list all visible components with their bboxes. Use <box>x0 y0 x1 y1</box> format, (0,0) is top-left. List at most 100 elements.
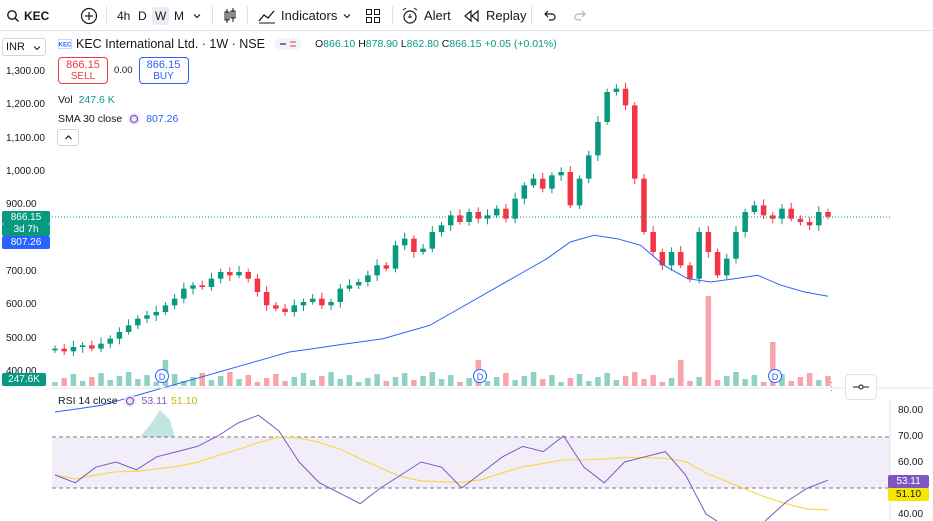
candle-body <box>125 325 132 332</box>
volume-bar <box>98 373 104 386</box>
svg-text:D: D <box>772 372 779 382</box>
volume-bar <box>144 375 150 386</box>
currency-selector[interactable]: INR <box>2 38 46 56</box>
interval-w[interactable]: W <box>152 0 170 31</box>
interval-d[interactable]: D <box>138 0 147 31</box>
buy-button[interactable]: 866.15 BUY <box>138 57 189 84</box>
svg-text:D: D <box>159 372 166 382</box>
interval-m[interactable]: M <box>174 0 184 31</box>
rsi-label: RSI 14 close <box>58 395 118 407</box>
undo-button[interactable] <box>543 0 557 31</box>
volume-bar <box>236 379 242 386</box>
candle-body <box>816 212 822 226</box>
volume-bar <box>199 373 205 386</box>
price-chart[interactable]: D D D <box>0 31 933 521</box>
interval-4h[interactable]: 4h <box>117 0 130 31</box>
volume-bar <box>383 381 390 386</box>
collapse-legend-button[interactable] <box>57 129 79 146</box>
volume-bar <box>779 374 785 386</box>
price-tick: 600.00 <box>6 299 37 310</box>
symbol-title[interactable]: KEC International Ltd. · 1W · NSE <box>76 37 265 51</box>
layouts-button[interactable] <box>365 0 381 31</box>
candle-body <box>825 212 831 217</box>
candle-body <box>70 347 77 352</box>
volume-bar <box>429 372 436 386</box>
price-axis[interactable]: INR 1,300.00 1,200.00 1,100.00 1,000.00 … <box>0 31 52 521</box>
candle-body <box>374 265 380 276</box>
volume-bar <box>724 376 730 386</box>
redo-button[interactable] <box>573 0 587 31</box>
volume-bar <box>61 378 67 386</box>
sell-price: 866.15 <box>66 59 100 71</box>
candle-body <box>714 252 721 276</box>
candle-body <box>779 208 785 219</box>
candle-body <box>273 305 279 309</box>
close-label: C <box>441 38 450 50</box>
chevron-down-icon <box>343 13 351 18</box>
sma-line <box>54 234 829 413</box>
dividend-marker[interactable]: D <box>768 369 782 383</box>
alert-button[interactable]: Alert <box>401 0 451 31</box>
open-label: O <box>314 38 324 50</box>
market-status-icon[interactable] <box>274 38 301 50</box>
volume-bar <box>263 378 270 386</box>
volume-bar <box>438 379 445 386</box>
dividend-marker[interactable]: D <box>473 369 487 383</box>
candle-body <box>328 302 334 306</box>
candle-body <box>217 272 224 279</box>
candle-body <box>190 285 196 289</box>
volume-bar <box>530 372 537 386</box>
dividend-marker[interactable]: D <box>155 369 169 383</box>
candle-body <box>98 343 104 349</box>
pane-menu-dots[interactable]: · · · <box>830 377 833 395</box>
interval-dropdown[interactable] <box>192 0 202 31</box>
indicators-dropdown[interactable] <box>342 0 352 31</box>
volume-bar <box>816 380 822 386</box>
candle-body <box>549 175 555 189</box>
candle-body <box>797 218 804 222</box>
compare-button[interactable] <box>80 0 98 31</box>
candle-body <box>788 208 794 219</box>
low-value: 862.80 <box>406 38 439 50</box>
volume-bar <box>153 382 159 386</box>
volume-bar <box>365 378 371 386</box>
sell-button[interactable]: 866.15 SELL <box>58 57 108 84</box>
price-tick: 900.00 <box>6 199 37 210</box>
pane-handle[interactable] <box>845 374 877 400</box>
price-tick: 1,000.00 <box>6 166 45 177</box>
candle-body <box>503 208 509 219</box>
indicators-button[interactable]: Indicators <box>258 0 337 31</box>
toolbar-divider <box>106 6 107 25</box>
volume-bar <box>806 373 813 386</box>
symbol-label: KEC <box>24 8 50 23</box>
volume-bar <box>770 342 776 386</box>
volume-bars <box>52 296 831 386</box>
volume-bar <box>622 376 629 386</box>
candle-body <box>236 272 242 276</box>
svg-text:D: D <box>477 372 484 382</box>
chart-type-button[interactable] <box>222 0 238 31</box>
rsi-legend[interactable]: RSI 14 close 53.11 51.10 <box>58 394 197 408</box>
replay-button[interactable]: Replay <box>463 0 526 31</box>
indicators-label: Indicators <box>281 8 338 23</box>
candle-body <box>751 205 758 212</box>
symbol-search[interactable]: KEC <box>6 0 49 31</box>
volume-bar <box>696 377 702 386</box>
open-value: 866.10 <box>323 38 356 50</box>
rsi-band <box>52 437 890 488</box>
candle-body <box>89 345 95 349</box>
candle-body <box>135 318 141 326</box>
candle-body <box>208 278 215 287</box>
volume-bar <box>714 380 721 386</box>
volume-bar <box>374 374 380 386</box>
volume-legend[interactable]: Vol 247.6 K <box>58 94 115 106</box>
change-value: +0.05 (+0.01%) <box>484 38 557 50</box>
candle-body <box>420 248 426 252</box>
rsi-ma-tag: 51.10 <box>888 488 929 501</box>
candle-body <box>401 238 408 246</box>
candle-body <box>319 298 325 306</box>
add-circle-icon <box>80 7 98 24</box>
sma-legend[interactable]: SMA 30 close 807.26 <box>58 112 178 126</box>
volume-bar <box>245 375 252 386</box>
price-tick: 500.00 <box>6 333 37 344</box>
